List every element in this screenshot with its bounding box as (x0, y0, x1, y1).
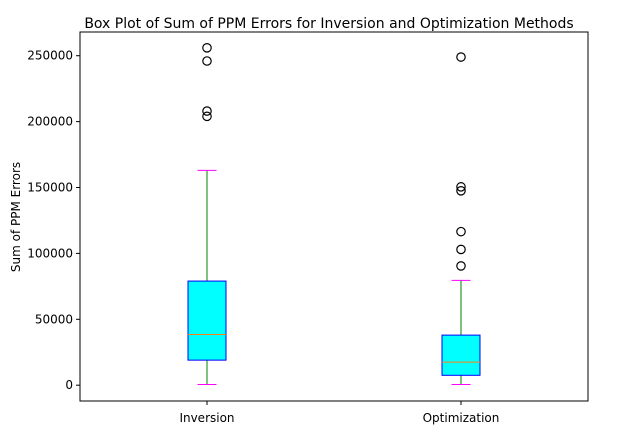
y-tick-label: 200000 (27, 115, 73, 129)
y-tick-label: 250000 (27, 49, 73, 63)
x-tick-label: Optimization (423, 411, 500, 425)
outlier-point (202, 111, 212, 122)
y-tick-label: 50000 (35, 312, 73, 326)
box-optimization (441, 52, 481, 386)
iqr-box (187, 280, 227, 361)
y-tick-label: 150000 (27, 181, 73, 195)
outlier-point (456, 186, 466, 196)
outlier-point (202, 106, 212, 116)
outlier-point (456, 261, 466, 271)
chart-title: Box Plot of Sum of PPM Errors for Invers… (84, 16, 573, 32)
plot-area (79, 31, 589, 402)
y-tick-label: 0 (65, 378, 73, 392)
outlier-point (456, 244, 466, 255)
boxes-group (187, 43, 481, 386)
y-axis-label: Sum of PPM Errors (9, 162, 23, 272)
y-tick-label: 100000 (27, 246, 73, 260)
x-axis: Inversion Optimization (179, 401, 499, 425)
outlier-point (456, 52, 466, 62)
outlier-point (202, 56, 212, 66)
outlier-point (456, 226, 466, 237)
plot-frame (79, 31, 589, 402)
outlier-point (202, 43, 212, 53)
y-axis: 0 50000 100000 150000 200000 250000 (27, 49, 80, 392)
outlier-point (456, 182, 466, 192)
box-inversion (187, 43, 227, 386)
iqr-box (441, 334, 481, 376)
x-tick-label: Inversion (179, 411, 234, 425)
